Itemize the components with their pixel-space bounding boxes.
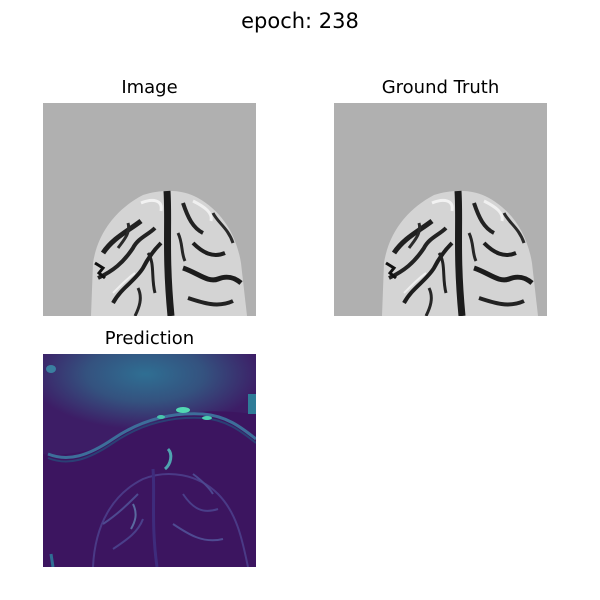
prediction-panel xyxy=(43,354,256,567)
ground-truth-panel xyxy=(334,103,547,316)
image-panel xyxy=(43,103,256,316)
ground-truth-panel-title: Ground Truth xyxy=(381,77,500,98)
prediction-heatmap xyxy=(43,354,256,567)
image-panel-title: Image xyxy=(121,77,178,98)
mri-image xyxy=(43,103,256,316)
figure-title: epoch: 238 xyxy=(241,9,359,33)
prediction-panel-title: Prediction xyxy=(104,328,195,349)
ground-truth-image xyxy=(334,103,547,316)
